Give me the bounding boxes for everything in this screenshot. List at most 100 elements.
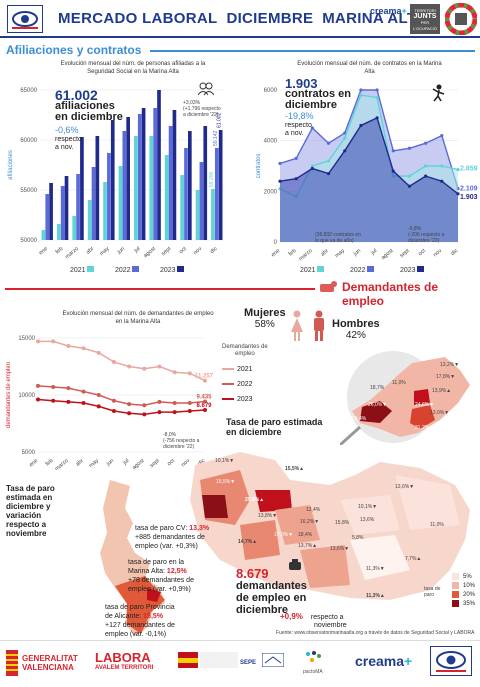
aff-bar-2022: [137, 114, 142, 240]
mujeres-block: Mujeres 58%: [244, 307, 286, 330]
map-legend-item: 35%: [452, 600, 475, 609]
aff-bar-2022: [107, 153, 111, 240]
dem-point-2023: [96, 404, 101, 409]
dem-legend-swatch: [222, 383, 234, 386]
ali-stat-line4: empleo (var. -0,1%): [105, 631, 167, 638]
map-label-14: 10,1%▼: [358, 504, 378, 510]
paro-map-region-3: [240, 520, 280, 560]
dem-kpi-value: 8.679: [236, 566, 269, 581]
dem-kpi: 8.679 demandantes de empleo en diciembre: [236, 566, 307, 616]
con-point-2023: [359, 123, 363, 128]
map-label-20: 11,3%▲: [366, 593, 385, 599]
aff-legend-swatch: [132, 266, 139, 272]
dem-line-2021: [38, 340, 206, 382]
dem-point-2023: [157, 410, 162, 415]
dem-point-2021: [172, 370, 177, 375]
paro-map: [190, 452, 470, 600]
ali-stat: tasa de paro Provincia de Alicante: 15,5…: [105, 603, 175, 639]
con-chart-title-line1: Evolución mensual del núm. de contratos …: [297, 61, 442, 67]
creama-logo-text: creama: [370, 6, 402, 16]
con-x-tick: jul: [370, 248, 379, 257]
badge-line-1: TERRITORI: [414, 8, 436, 13]
inset-map-arrow-icon: [340, 425, 362, 445]
map-label-5: 13,8%▼: [258, 513, 278, 519]
inset-map-dark-3: [414, 389, 430, 405]
map-legend-title: tasa de paro: [424, 586, 440, 598]
con-var-value: -19,8%: [285, 111, 314, 121]
aff-bar-2023: [64, 176, 69, 240]
aff-kpi: 61.002 afiliaciones en diciembre -0,6% r…: [55, 87, 123, 152]
dem-x-tick: jul: [122, 458, 131, 467]
con-x-tick: dic: [450, 248, 459, 257]
dem-y-tick: 10000: [18, 393, 35, 399]
badge-line-2: JUNTS: [413, 13, 437, 20]
aff-bar-2023: [141, 108, 146, 240]
aff-bar-2021: [195, 190, 200, 240]
con-point-2023: [407, 184, 412, 188]
section2-divider: [5, 288, 315, 290]
dem-point-2021: [36, 339, 40, 344]
aff-chart-title-line1: Evolución mensual del núm. de personas a…: [60, 61, 206, 67]
aff-kpi-value: 61.002: [55, 87, 98, 103]
con-point-2022: [343, 131, 347, 135]
dem-x-tick: dic: [197, 458, 206, 467]
aff-x-tick: ene: [38, 246, 49, 257]
dem-legend-title-2: empleo: [235, 351, 255, 357]
con-line-2023: [279, 116, 459, 195]
aff-bar-2021: [41, 230, 46, 240]
map-legend-title-line1: tasa de: [424, 586, 441, 592]
sdg-wheel-icon: [444, 2, 478, 36]
dem-data-label: 8.679: [196, 403, 212, 409]
dem-x-tick: may: [88, 458, 100, 469]
labora-logo: LABORA AVALEM TERRITORI: [95, 650, 153, 671]
con-point-2022: [407, 146, 412, 150]
aff-x-tick: sept: [160, 246, 172, 258]
con-point-2021: [359, 93, 363, 97]
con-data-label: 2.859: [460, 166, 478, 173]
inset-label-1: 13,2%▼: [440, 362, 460, 368]
dem-point-2022: [157, 399, 162, 404]
con-x-tick: nov: [432, 248, 443, 258]
hombres-pct: 42%: [345, 330, 366, 341]
map-label-15: 13,6%▼: [395, 484, 415, 490]
con-y-axis-label: contratos: [256, 154, 262, 179]
map-label-8: 18,4%: [298, 532, 313, 538]
aff-bar-2022: [91, 167, 96, 240]
section-title-afiliaciones: Afiliaciones y contratos: [6, 43, 142, 57]
con-point-2021: [326, 159, 331, 163]
con-y-tick: 6000: [264, 88, 278, 94]
map-label-9: 17,0%▼: [274, 532, 294, 538]
map-label-2: 15,5%▲: [285, 466, 305, 472]
con-point-2021: [440, 164, 444, 168]
aff-bar-2022: [184, 148, 188, 240]
dem-point-2021: [127, 364, 132, 369]
con-point-2023: [310, 166, 314, 171]
con-point-2021: [375, 96, 379, 100]
page-title: MERCADO LABORAL DICIEMBRE MARINA ALTA: [58, 10, 426, 27]
aff-bar-2022: [199, 162, 204, 240]
aff-legend-label: 2023: [160, 267, 176, 274]
cv-value: 13,3%: [189, 525, 210, 532]
aff-x-tick: agost: [143, 246, 158, 260]
dem-x-tick: ene: [28, 458, 39, 469]
dem-line-2022: [37, 385, 206, 407]
dem-note-line3: diciembre '22): [163, 444, 195, 450]
footer-eye-logo-icon: [430, 646, 472, 676]
dem-chart-title-line1: Evolución mensual del núm. de demandante…: [62, 311, 214, 317]
dem-kpi-label-1: demandantes: [236, 580, 307, 592]
aff-bar-2021: [118, 166, 123, 240]
aff-bar-2021: [87, 200, 92, 240]
paro-left-title: Tasa de paro estimada en diciembre y var…: [6, 484, 55, 538]
aff-bar-2021: [180, 175, 184, 240]
pactema-logo: pactoMA: [303, 650, 323, 675]
map-legend-item: 10%: [452, 582, 475, 591]
dem-legend-swatch: [222, 398, 234, 401]
dem-x-tick: oct: [166, 458, 176, 468]
aff-x-tick: jun: [116, 246, 126, 256]
labora-logo-text: LABORA: [95, 650, 151, 665]
aff-bar-2023: [218, 130, 223, 240]
dem-point-2023: [66, 399, 71, 404]
sepe-logo: SEPE: [240, 660, 257, 666]
fist-icon: [288, 558, 302, 576]
